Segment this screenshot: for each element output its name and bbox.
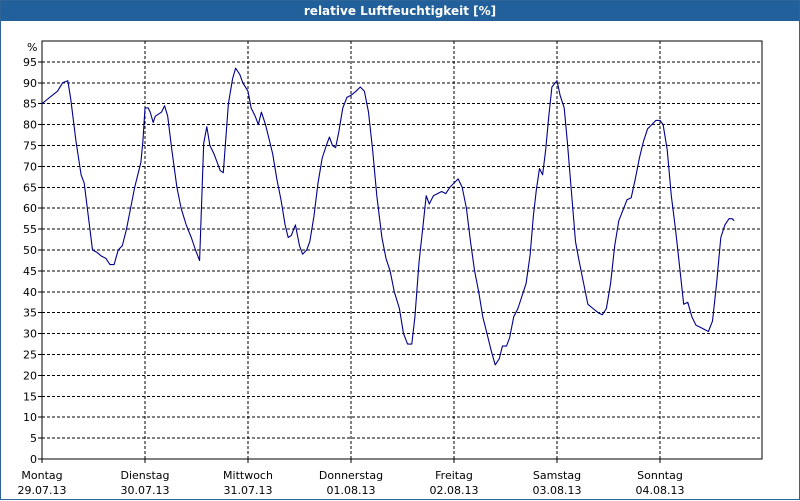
x-tick-label-day: Samstag	[533, 469, 581, 482]
humidity-series-line	[41, 67, 735, 366]
y-tick-label: 0	[30, 453, 37, 466]
x-tick-label-date: 01.08.13	[327, 484, 376, 497]
y-tick-label: 85	[23, 98, 37, 111]
x-tick-label-day: Donnerstag	[319, 469, 383, 482]
axes	[38, 40, 763, 463]
x-tick-label-date: 31.07.13	[224, 484, 273, 497]
x-tick-label-date: 03.08.13	[533, 484, 582, 497]
y-tick-labels: 0 5 10 15 20 25 30 35 40 45 50 55 60 65 70 75 80 85 90 95	[23, 56, 37, 466]
x-tick-label-date: 29.07.13	[18, 484, 67, 497]
y-tick-label: 30	[23, 328, 37, 341]
series-layer	[41, 67, 735, 366]
y-tick-label: 75	[23, 140, 37, 153]
y-tick-label: 15	[23, 390, 37, 403]
chart-title: relative Luftfeuchtigkeit [%]	[1, 1, 799, 21]
y-tick-label: 60	[23, 202, 37, 215]
y-tick-label: 25	[23, 349, 37, 362]
x-tick-label-day: Dienstag	[120, 469, 169, 482]
y-tick-label: 40	[23, 286, 37, 299]
y-tick-label: 20	[23, 369, 37, 382]
x-tick-label-date: 02.08.13	[430, 484, 479, 497]
x-tick-label-date: 30.07.13	[121, 484, 170, 497]
x-tick-label-day: Montag	[21, 469, 62, 482]
y-tick-label: 45	[23, 265, 37, 278]
y-tick-label: 35	[23, 307, 37, 320]
x-tick-label-date: 04.08.13	[636, 484, 685, 497]
x-tick-label-day: Mittwoch	[223, 469, 273, 482]
plot-border	[41, 40, 763, 460]
y-axis-unit-label: %	[27, 41, 37, 54]
y-tick-label: 10	[23, 411, 37, 424]
y-tick-label: 90	[23, 77, 37, 90]
y-tick-label: 5	[30, 432, 37, 445]
grid-lines	[42, 41, 762, 459]
y-tick-label: 95	[23, 56, 37, 69]
y-tick-label: 65	[23, 181, 37, 194]
y-tick-label: 80	[23, 119, 37, 132]
y-tick-label: 55	[23, 223, 37, 236]
y-tick-label: 50	[23, 244, 37, 257]
x-tick-label-day: Freitag	[435, 469, 473, 482]
y-tick-label: 70	[23, 160, 37, 173]
x-tick-label-day: Sonntag	[637, 469, 683, 482]
x-tick-labels: Montag 29.07.13 Dienstag 30.07.13 Mittwoch 31…	[18, 469, 685, 497]
